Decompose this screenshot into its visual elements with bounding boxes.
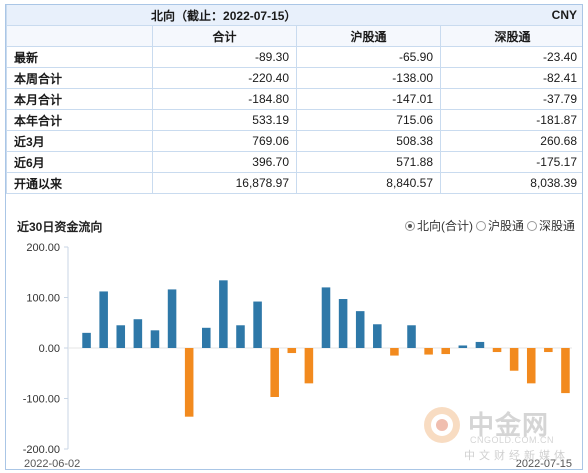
row-label: 最新	[6, 46, 153, 68]
bar	[253, 301, 262, 348]
cell-shenzhen: -37.79	[440, 88, 582, 110]
cell-shenzhen: 260.68	[440, 130, 582, 152]
bar	[355, 311, 365, 348]
y-tick-label: 200.00	[26, 242, 60, 254]
brand-domain: CNGOLD.COM.CN	[470, 435, 555, 445]
series-selector: 北向(合计) 沪股通 深股通	[402, 217, 575, 234]
bar	[150, 330, 160, 348]
north-flow-table: 北向（截止：2022-07-15） CNY 合计 沪股通 深股通 最新 -89.3…	[6, 5, 582, 194]
bar	[475, 341, 485, 348]
x-start-label: 2022-06-02	[24, 458, 80, 470]
table-row: 近6月 396.70 571.88 -175.17	[6, 151, 582, 173]
table-row: 本年合计 533.19 715.06 -181.87	[6, 109, 582, 131]
column-header-shenzhen: 深股通	[440, 25, 582, 47]
chart-title: 近30日资金流向	[17, 220, 103, 234]
bar	[270, 348, 279, 397]
bar	[561, 348, 570, 394]
cell-shanghai: -147.01	[296, 88, 441, 110]
x-end-label: 2022-07-15	[516, 458, 572, 470]
y-tick-label: -200.00	[23, 444, 60, 456]
option-north-total[interactable]: 北向(合计)	[404, 217, 473, 234]
header-blank	[6, 25, 153, 47]
cell-total: 533.19	[152, 109, 297, 131]
bar	[184, 348, 194, 417]
table-title: 北向（截止：2022-07-15）	[6, 5, 441, 26]
column-header-shanghai: 沪股通	[296, 25, 441, 47]
table-title-row: 北向（截止：2022-07-15） CNY	[6, 5, 582, 26]
bar	[458, 345, 468, 348]
bar	[82, 332, 91, 348]
table-row: 开通以来 16,878.97 8,840.57 8,038.39	[6, 172, 582, 194]
radio-unchecked-icon[interactable]	[526, 220, 537, 231]
cell-shenzhen: 8,038.39	[440, 172, 582, 194]
row-label: 本周合计	[6, 67, 153, 89]
column-header-total: 合计	[152, 25, 297, 47]
bar	[219, 280, 228, 348]
y-tick-label: 0.00	[39, 343, 60, 355]
cell-shanghai: 571.88	[296, 151, 441, 173]
table-header-row: 合计 沪股通 深股通	[6, 25, 582, 47]
table-row: 最新 -89.30 -65.90 -23.40	[6, 46, 582, 68]
bar	[167, 289, 177, 348]
bar	[407, 325, 416, 348]
row-label: 近6月	[6, 151, 153, 173]
brand-logo-icon	[424, 407, 460, 443]
brand-watermark: 中金网 CNGOLD.COM.CN 中文财经新媒体	[420, 403, 580, 463]
option-label: 北向(合计)	[416, 219, 473, 233]
bar	[202, 327, 211, 348]
bar	[509, 348, 519, 371]
option-shenzhen[interactable]: 深股通	[526, 217, 575, 234]
bar	[236, 325, 245, 348]
cell-shenzhen: -181.87	[440, 109, 582, 131]
cell-shenzhen: -82.41	[440, 67, 582, 89]
radio-unchecked-icon[interactable]	[475, 220, 486, 231]
bar	[390, 348, 399, 356]
bar	[321, 287, 331, 348]
cell-shanghai: 8,840.57	[296, 172, 441, 194]
y-tick-label: -100.00	[23, 394, 60, 406]
cell-total: -184.80	[152, 88, 297, 110]
row-label: 近3月	[6, 130, 153, 152]
table-row: 本月合计 -184.80 -147.01 -37.79	[6, 88, 582, 110]
option-shanghai[interactable]: 沪股通	[475, 217, 524, 234]
bar	[492, 348, 502, 353]
bar	[116, 325, 126, 348]
cell-total: 769.06	[152, 130, 297, 152]
row-label: 本年合计	[6, 109, 153, 131]
radio-checked-icon[interactable]	[404, 220, 415, 231]
flow-chart-panel: 200.00 100.00 0.00 -100.00 -200.00 2022-06-02…	[6, 207, 582, 470]
bar	[526, 348, 536, 384]
cell-total: 396.70	[152, 151, 297, 173]
bar	[99, 291, 108, 348]
table-row: 近3月 769.06 508.38 260.68	[6, 130, 582, 152]
bar	[338, 299, 348, 348]
brand-tagline: 中文财经新媒体	[464, 450, 569, 462]
cell-shanghai: 508.38	[296, 130, 441, 152]
option-label: 沪股通	[487, 219, 524, 233]
cell-total: -220.40	[152, 67, 297, 89]
row-label: 开通以来	[6, 172, 153, 194]
cell-shenzhen: -23.40	[440, 46, 582, 68]
cell-shanghai: -138.00	[296, 67, 441, 89]
bar	[287, 348, 297, 354]
cell-shenzhen: -175.17	[440, 151, 582, 173]
cell-total: -89.30	[152, 46, 297, 68]
cell-shanghai: -65.90	[296, 46, 441, 68]
bar	[373, 324, 382, 348]
cell-shanghai: 715.06	[296, 109, 441, 131]
currency-label: CNY	[440, 5, 582, 26]
brand-name: 中金网	[468, 410, 550, 440]
row-label: 本月合计	[6, 88, 153, 110]
bar	[544, 348, 553, 353]
cell-total: 16,878.97	[152, 172, 297, 194]
bar	[304, 348, 314, 384]
bar	[441, 348, 450, 355]
bar	[133, 319, 143, 348]
option-label: 深股通	[538, 219, 575, 233]
table-row: 本周合计 -220.40 -138.00 -82.41	[6, 67, 582, 89]
bar	[424, 348, 433, 355]
north-flow-widget: 北向（截止：2022-07-15） CNY 合计 沪股通 深股通 最新 -89.3…	[5, 4, 583, 470]
y-tick-label: 100.00	[26, 293, 60, 305]
flow-bar-chart: 200.00 100.00 0.00 -100.00 -200.00 2022-06-02…	[23, 242, 572, 470]
